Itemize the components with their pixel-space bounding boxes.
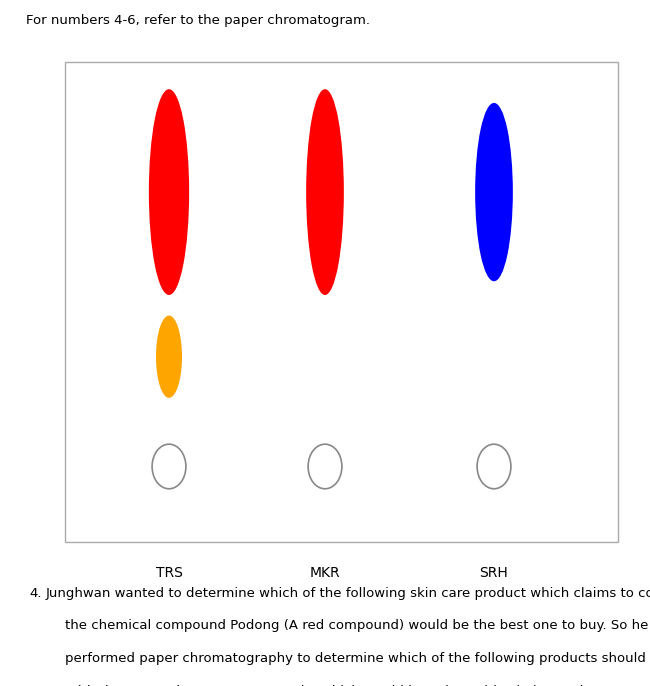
Ellipse shape <box>306 89 344 295</box>
Ellipse shape <box>308 445 342 488</box>
Ellipse shape <box>152 445 186 488</box>
Ellipse shape <box>156 316 182 398</box>
Ellipse shape <box>477 445 511 488</box>
Text: For numbers 4-6, refer to the paper chromatogram.: For numbers 4-6, refer to the paper chro… <box>26 14 370 27</box>
Text: With the paper chromatogram results which would have impurities in its product?: With the paper chromatogram results whic… <box>65 685 612 686</box>
Text: SRH: SRH <box>480 566 508 580</box>
Ellipse shape <box>475 103 513 281</box>
Bar <box>65 62 618 542</box>
Text: MKR: MKR <box>309 566 341 580</box>
Text: TRS: TRS <box>155 566 183 580</box>
Text: Junghwan wanted to determine which of the following skin care product which clai: Junghwan wanted to determine which of th… <box>46 587 650 600</box>
Text: 4.: 4. <box>29 587 42 600</box>
Ellipse shape <box>149 89 189 295</box>
Text: the chemical compound Podong (A red compound) would be the best one to buy. So h: the chemical compound Podong (A red comp… <box>65 619 649 632</box>
Text: performed paper chromatography to determine which of the following products shou: performed paper chromatography to determ… <box>65 652 650 665</box>
